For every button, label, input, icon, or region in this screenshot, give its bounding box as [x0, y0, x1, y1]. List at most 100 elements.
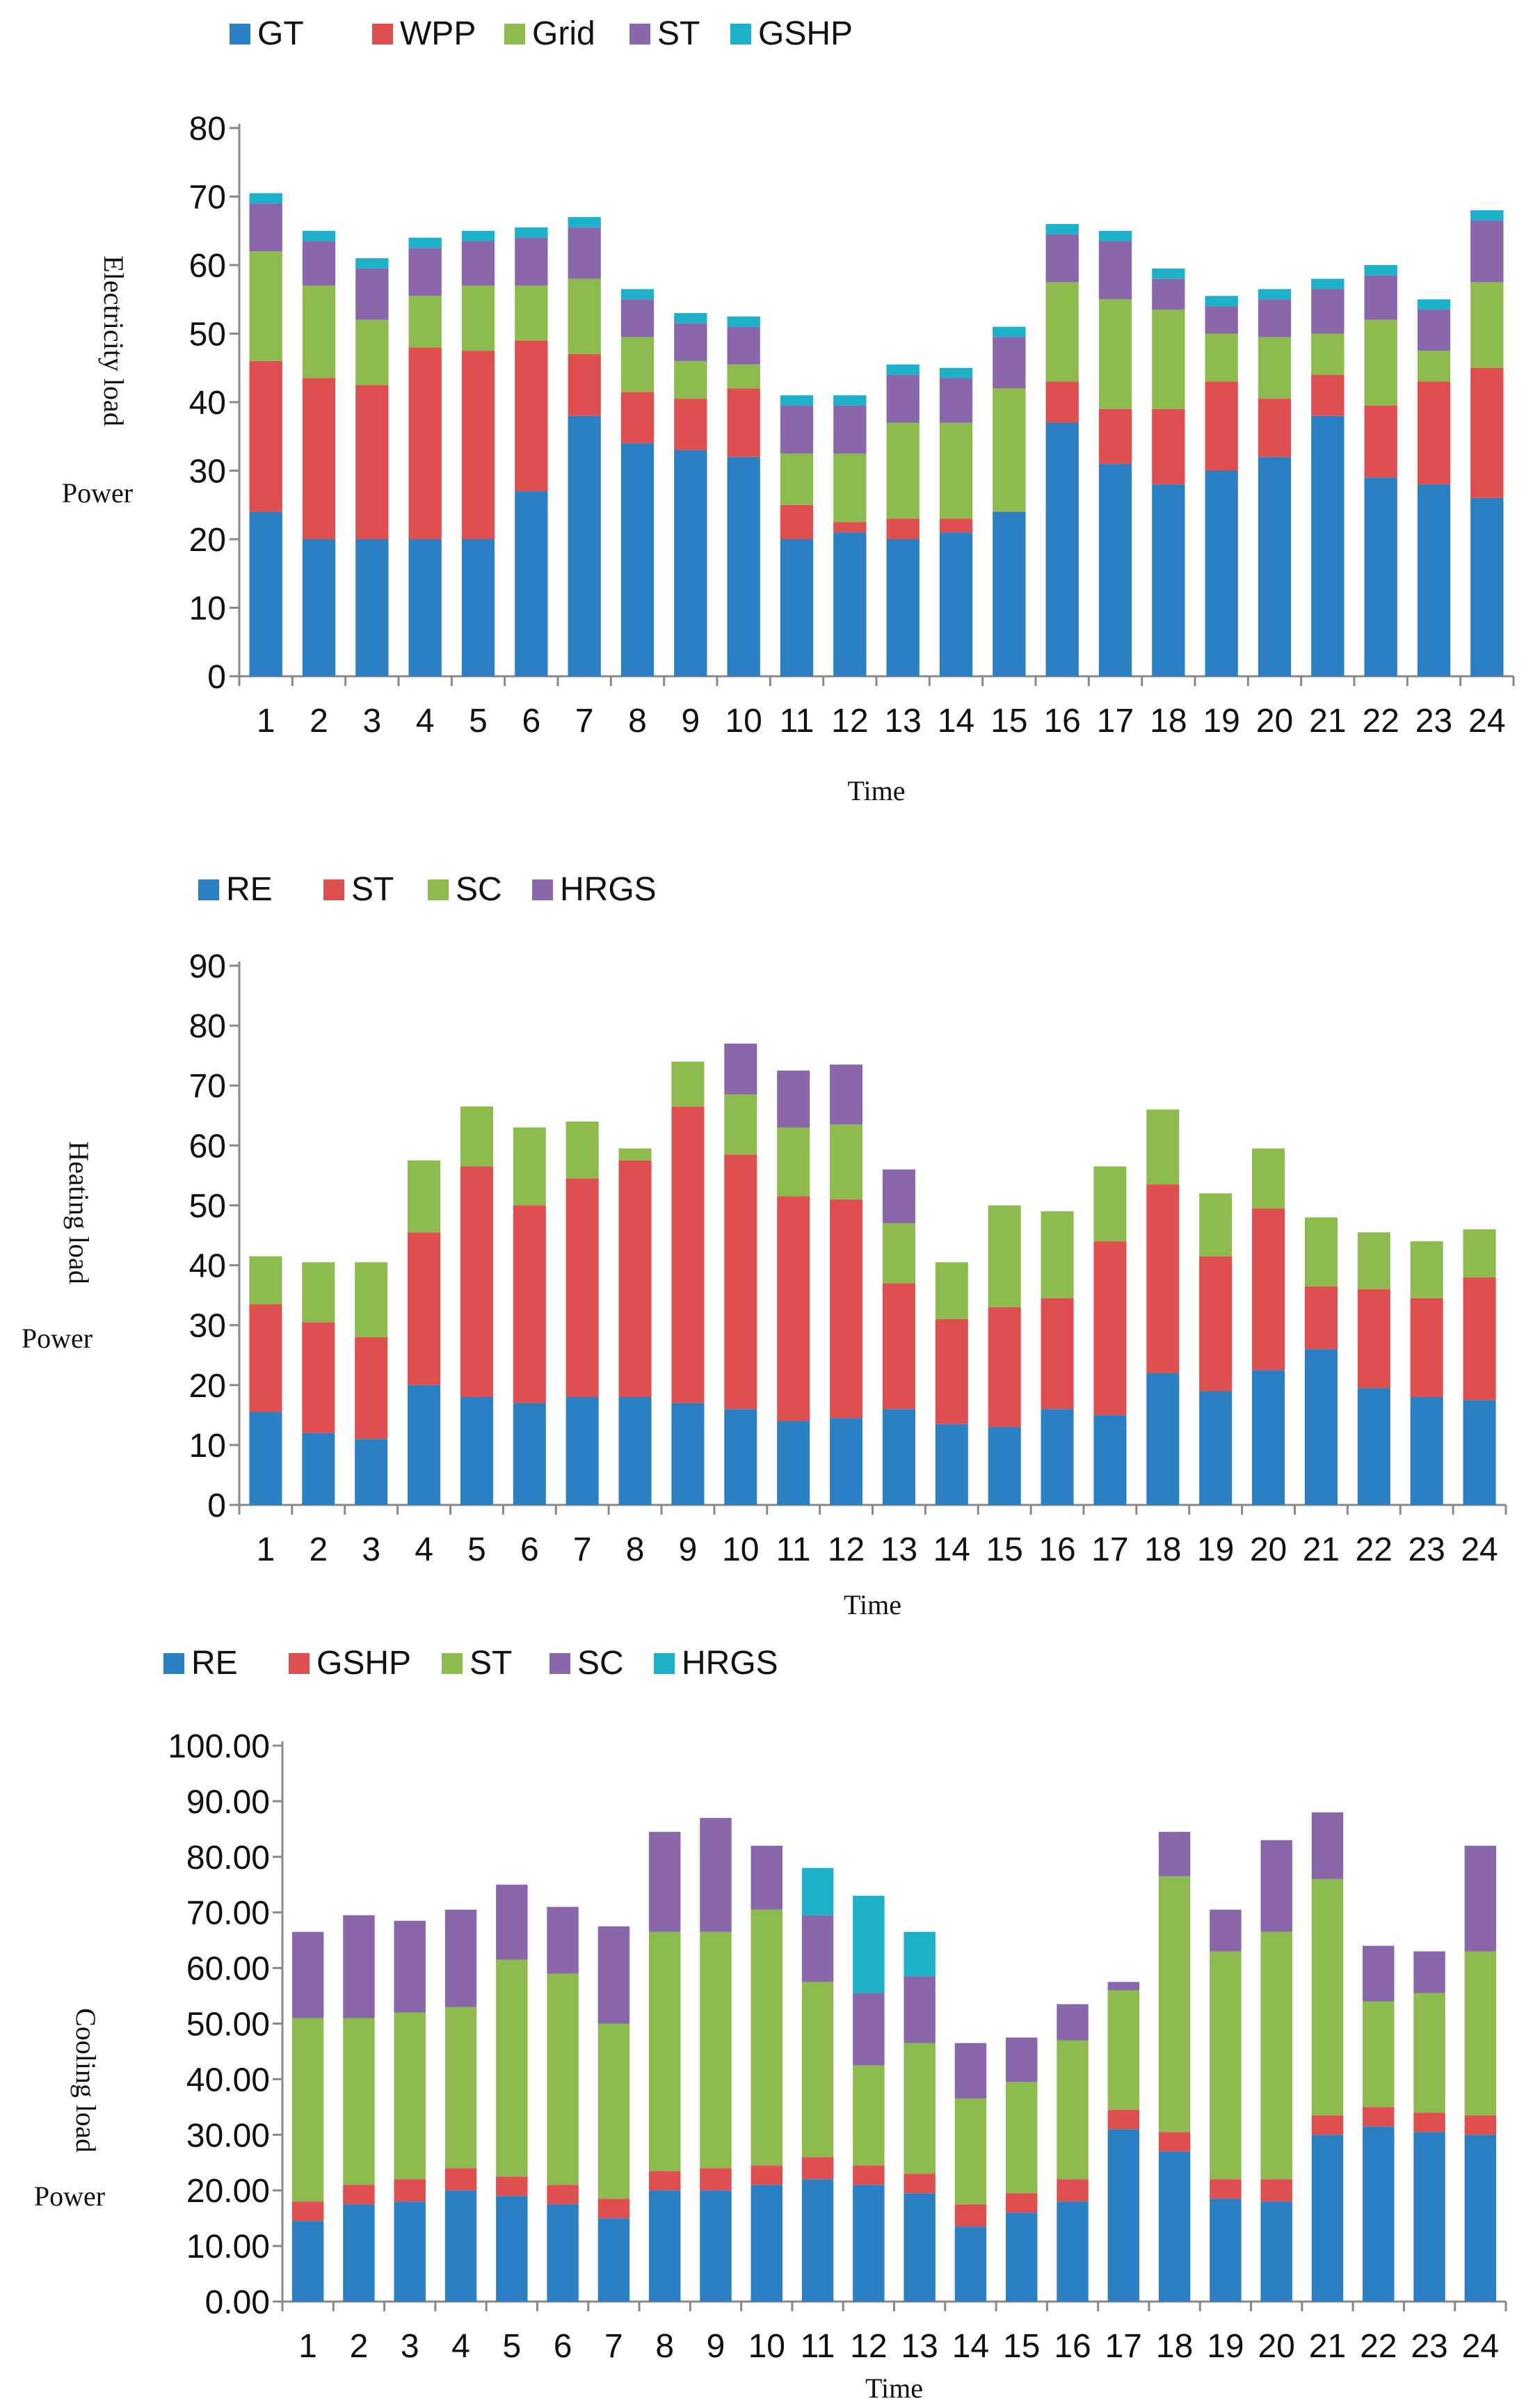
bar-re-t1	[291, 2221, 324, 2302]
bar-re-t4	[444, 2190, 477, 2302]
bar-re-t20	[1252, 1370, 1285, 1505]
bar-st-t9	[674, 323, 707, 361]
bar-gshp-t9	[674, 312, 707, 324]
legend-swatch-hrgs	[654, 1653, 675, 1674]
bar-gt-t23	[1417, 484, 1451, 676]
bar-st-t4	[408, 248, 442, 296]
bar-sc-t13	[882, 1223, 915, 1284]
bar-wpp-t22	[1364, 405, 1397, 478]
bar-sc-t2	[343, 1915, 375, 2018]
bar-sc-t6	[547, 1906, 579, 1974]
x-tick-label: 16	[1054, 2328, 1091, 2365]
x-tick-label: 4	[416, 703, 435, 740]
bar-st-t3	[394, 2012, 426, 2180]
y-tick-label: 50	[189, 1188, 226, 1225]
bar-st-t14	[954, 2098, 987, 2205]
bar-grid-t2	[302, 285, 336, 378]
x-tick-label: 19	[1203, 703, 1239, 740]
bar-st-t5	[461, 241, 495, 286]
legend-swatch-gshp	[289, 1653, 310, 1674]
bar-st-t13	[882, 1283, 915, 1410]
bar-gt-t16	[1045, 422, 1079, 676]
bar-sc-t19	[1210, 1909, 1242, 1952]
legend-swatch-st	[323, 879, 344, 900]
bar-re-t15	[1006, 2212, 1038, 2302]
bar-gshp-t8	[648, 2171, 681, 2191]
bar-grid-t8	[620, 337, 655, 392]
bar-wpp-t5	[461, 351, 495, 539]
bar-sc-t8	[618, 1148, 652, 1161]
x-tick-label: 18	[1156, 2328, 1193, 2365]
bar-gt-t11	[780, 539, 814, 676]
bar-re-t7	[565, 1397, 599, 1505]
y-tick-label: 90	[189, 948, 226, 985]
bar-gshp-t2	[302, 230, 336, 241]
bar-gt-t13	[886, 539, 920, 676]
bar-sc-t5	[496, 1884, 528, 1960]
y-tick-label: 40	[189, 385, 226, 422]
bar-re-t10	[724, 1409, 757, 1505]
bar-gshp-t20	[1258, 289, 1292, 300]
bar-re-t24	[1464, 2135, 1497, 2302]
x-tick-label: 12	[831, 703, 868, 740]
bar-sc-t3	[355, 1262, 388, 1337]
bar-sc-t22	[1363, 1945, 1395, 2002]
bar-grid-t24	[1470, 282, 1504, 368]
y-tick-label: 80.00	[186, 1840, 270, 1876]
bar-hrgs-t13	[904, 1931, 936, 1977]
bar-hrgs-t11	[801, 1867, 834, 1915]
bar-gt-t7	[568, 415, 601, 676]
y-tick-label: 20.00	[186, 2173, 270, 2210]
legend-swatch-sc	[428, 879, 449, 900]
legend-swatch-st	[629, 24, 650, 45]
bar-st-t6	[515, 237, 548, 286]
bar-sc-t4	[444, 1909, 477, 2007]
bar-sc-t16	[1057, 2004, 1089, 2041]
bar-st-t15	[1006, 2082, 1038, 2194]
bar-sc-t16	[1041, 1211, 1074, 1298]
y-axis-unit-label: Power	[62, 477, 133, 509]
legend-label-re: RE	[191, 1645, 238, 1682]
bar-gt-t5	[461, 539, 495, 676]
y-tick-label: 30.00	[186, 2117, 270, 2154]
bar-gt-t2	[302, 539, 336, 676]
x-tick-label: 9	[679, 1531, 698, 1568]
bar-re-t16	[1057, 2201, 1089, 2302]
chart-3: RE GSHP ST SC HRGS 0.00 10.00 20.00 30.00 40.00 50…	[34, 1645, 1507, 2404]
bar-re-t11	[777, 1421, 810, 1505]
bar-gshp-t14	[939, 367, 973, 378]
bar-sc-t15	[988, 1205, 1021, 1307]
bar-gshp-t13	[886, 364, 920, 375]
bar-gt-t3	[355, 539, 389, 676]
bar-gshp-t22	[1363, 2107, 1395, 2127]
bar-wpp-t23	[1417, 381, 1451, 485]
bar-re-t18	[1158, 2151, 1191, 2302]
bar-st-t22	[1363, 2001, 1395, 2107]
bar-gt-t17	[1098, 463, 1132, 676]
x-tick-label: 11	[780, 703, 814, 740]
x-tick-label: 2	[309, 1531, 328, 1568]
legend-label-wpp: WPP	[400, 15, 476, 52]
bar-st-t12	[833, 405, 867, 454]
bar-st-t7	[568, 227, 601, 279]
bar-re-t5	[496, 2196, 528, 2302]
bar-st-t11	[777, 1196, 810, 1421]
bar-grid-t3	[355, 319, 389, 385]
bar-re-t18	[1146, 1373, 1180, 1505]
bar-re-t10	[751, 2185, 782, 2302]
bar-gshp-t23	[1417, 299, 1451, 310]
legend-label-st: ST	[469, 1645, 512, 1682]
y-tick-label: 40.00	[186, 2062, 270, 2098]
bar-st-t18	[1158, 1876, 1191, 2132]
bar-grid-t22	[1364, 319, 1397, 406]
y-tick-label: 0	[207, 659, 226, 696]
bar-gshp-t13	[904, 2174, 936, 2194]
x-tick-label: 24	[1462, 2328, 1499, 2365]
bar-wpp-t18	[1152, 408, 1185, 485]
bar-st-t9	[671, 1106, 705, 1403]
bar-re-t7	[597, 2218, 630, 2302]
x-tick-label: 7	[604, 2328, 623, 2365]
x-tick-label: 6	[554, 2328, 572, 2365]
bar-gt-t8	[620, 443, 655, 676]
